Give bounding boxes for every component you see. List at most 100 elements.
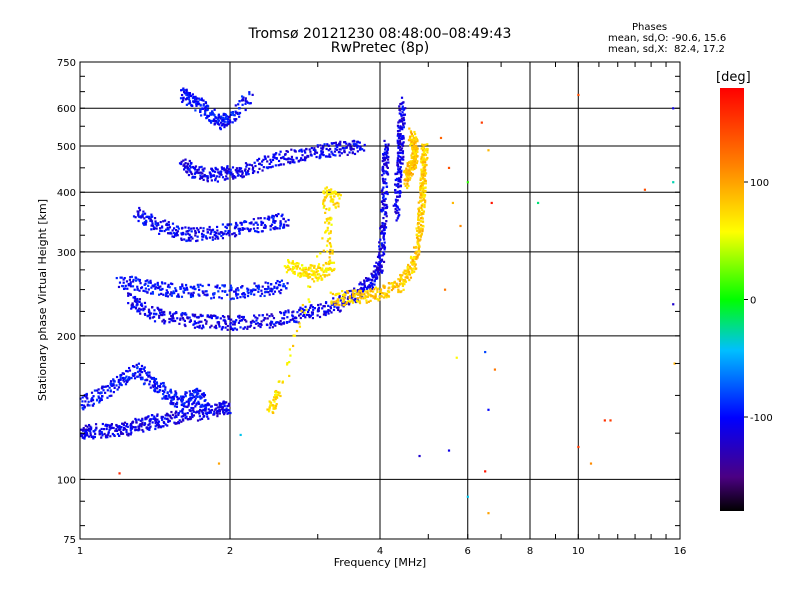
echo-point xyxy=(421,212,424,215)
echo-point xyxy=(289,158,292,161)
echo-point xyxy=(363,292,366,296)
echo-point xyxy=(200,405,203,408)
echo-point xyxy=(179,287,182,290)
echo-point xyxy=(117,386,121,389)
echo-point xyxy=(387,155,390,159)
echo-point xyxy=(137,215,141,218)
echo-point xyxy=(294,262,297,265)
echo-point xyxy=(276,286,279,289)
echo-point xyxy=(393,183,397,186)
echo-point xyxy=(146,315,149,318)
echo-point xyxy=(144,222,147,225)
echo-point xyxy=(105,425,109,428)
echo-point xyxy=(297,274,300,277)
echo-point xyxy=(203,414,206,418)
echo-point xyxy=(181,409,184,413)
echo-point xyxy=(198,320,201,323)
echo-point xyxy=(328,207,331,210)
echo-point xyxy=(275,282,278,285)
echo-point xyxy=(301,158,304,162)
echo-point xyxy=(274,153,277,156)
echo-point xyxy=(240,221,243,225)
echo-point xyxy=(195,100,198,103)
echo-point xyxy=(156,414,159,417)
echo-point xyxy=(308,300,311,303)
echo-point xyxy=(231,297,234,300)
echo-point xyxy=(188,399,192,402)
echo-point xyxy=(272,398,275,402)
echo-point xyxy=(140,371,144,374)
echo-point xyxy=(184,395,187,398)
echo-point xyxy=(176,317,179,320)
echo-point xyxy=(96,398,99,401)
echo-point xyxy=(183,238,186,241)
echo-point xyxy=(230,111,233,114)
echo-point xyxy=(225,124,228,127)
echo-point xyxy=(182,403,185,406)
echo-point xyxy=(154,287,157,290)
echo-point xyxy=(330,217,333,220)
echo-point xyxy=(274,225,277,229)
echo-point xyxy=(353,152,357,156)
echo-point xyxy=(270,287,273,290)
echo-point xyxy=(159,425,162,428)
echo-point xyxy=(417,247,420,250)
echo-point xyxy=(193,176,196,179)
echo-point xyxy=(260,223,263,226)
echo-point xyxy=(417,210,421,213)
echo-point xyxy=(253,326,256,330)
echo-point xyxy=(197,100,200,103)
echo-point xyxy=(383,180,386,184)
echo-point xyxy=(377,273,381,276)
echo-point xyxy=(213,410,216,413)
echo-point xyxy=(122,278,125,281)
echo-point xyxy=(397,154,400,157)
echo-point xyxy=(324,211,327,214)
echo-point xyxy=(213,114,216,117)
echo-point xyxy=(321,269,324,272)
echo-point xyxy=(408,173,411,176)
echo-point xyxy=(420,204,423,207)
echo-point xyxy=(358,283,361,286)
echo-point xyxy=(170,410,173,414)
echo-point xyxy=(184,288,187,292)
echo-point xyxy=(229,284,232,287)
echo-point xyxy=(194,231,197,234)
echo-point xyxy=(165,395,168,398)
echo-point xyxy=(402,123,405,127)
echo-point xyxy=(325,186,329,189)
echo-point xyxy=(356,146,359,149)
echo-point xyxy=(353,140,356,143)
echo-point xyxy=(311,306,315,309)
echo-point xyxy=(335,192,338,195)
echo-point xyxy=(414,152,417,155)
echo-point xyxy=(337,301,340,304)
echo-point xyxy=(103,385,106,388)
echo-point xyxy=(405,175,408,178)
echo-point xyxy=(228,409,231,412)
echo-point xyxy=(159,229,162,232)
echo-point xyxy=(241,284,244,288)
echo-point xyxy=(280,222,283,225)
echo-point xyxy=(359,296,362,299)
echo-point xyxy=(361,287,364,291)
echo-point xyxy=(303,149,306,152)
echo-point xyxy=(415,257,418,261)
echo-point xyxy=(98,430,101,433)
echo-point xyxy=(413,140,416,143)
echo-point xyxy=(233,327,237,330)
echo-point xyxy=(180,238,183,242)
echo-point xyxy=(265,323,269,326)
echo-point xyxy=(90,391,94,394)
echo-point xyxy=(206,415,209,418)
colorbar-tick-label: 0 xyxy=(750,296,756,307)
echo-point xyxy=(216,121,220,124)
echo-point xyxy=(209,316,212,319)
echo-point xyxy=(405,274,409,277)
echo-point xyxy=(168,286,171,289)
echo-point xyxy=(218,175,221,178)
scattered-echo-point xyxy=(493,368,497,371)
echo-point xyxy=(200,114,203,117)
echo-point xyxy=(317,263,321,266)
echo-point xyxy=(200,320,203,323)
